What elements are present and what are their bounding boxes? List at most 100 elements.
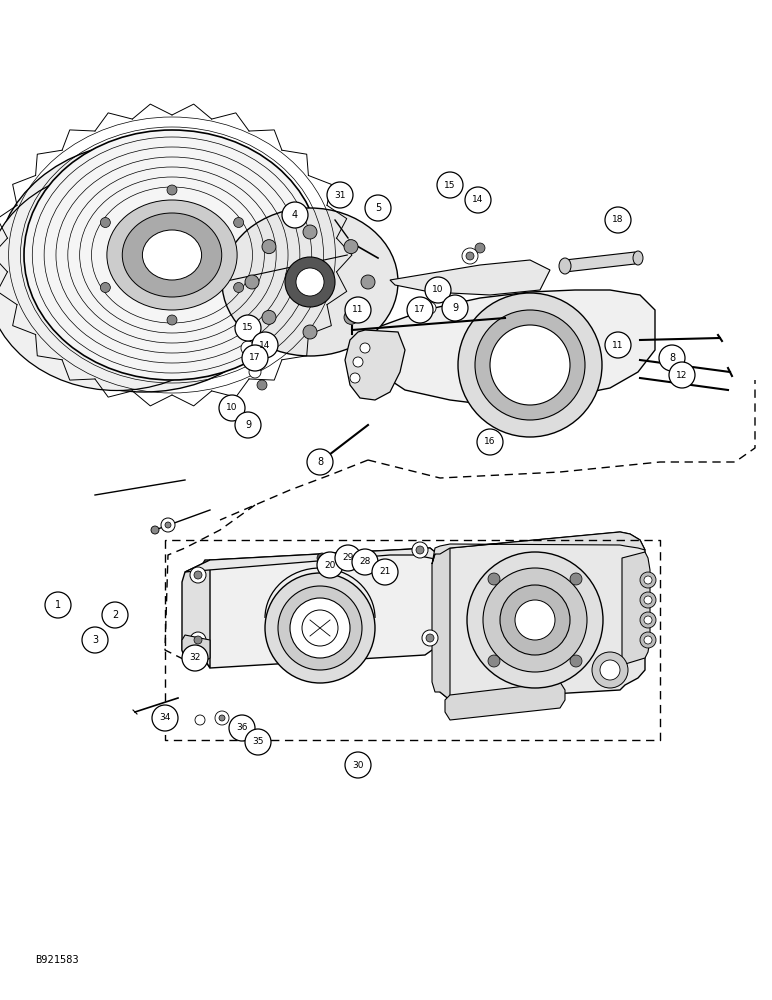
Circle shape (640, 632, 656, 648)
Ellipse shape (0, 169, 248, 390)
Circle shape (152, 705, 178, 731)
Circle shape (570, 573, 582, 585)
Circle shape (194, 571, 202, 579)
Circle shape (102, 602, 128, 628)
Circle shape (475, 310, 585, 420)
Circle shape (219, 395, 245, 421)
Circle shape (415, 313, 425, 323)
Ellipse shape (142, 230, 201, 280)
Circle shape (330, 553, 340, 563)
Circle shape (669, 362, 695, 388)
Circle shape (167, 315, 177, 325)
Ellipse shape (107, 200, 237, 310)
Circle shape (467, 552, 603, 688)
Circle shape (296, 268, 324, 296)
Polygon shape (390, 260, 550, 295)
Circle shape (365, 195, 391, 221)
Circle shape (234, 218, 244, 228)
Circle shape (605, 207, 631, 233)
Circle shape (245, 275, 259, 289)
Ellipse shape (24, 130, 320, 380)
Circle shape (570, 655, 582, 667)
Circle shape (335, 545, 361, 571)
Circle shape (357, 553, 367, 563)
Circle shape (488, 573, 500, 585)
Circle shape (282, 202, 308, 228)
Circle shape (344, 310, 358, 324)
Circle shape (465, 187, 491, 213)
Polygon shape (365, 290, 655, 405)
Polygon shape (622, 552, 650, 665)
Polygon shape (185, 548, 440, 572)
Circle shape (426, 634, 434, 642)
Circle shape (302, 610, 338, 646)
Text: 15: 15 (444, 180, 455, 190)
Circle shape (644, 616, 652, 624)
Circle shape (644, 596, 652, 604)
Circle shape (466, 252, 474, 260)
Circle shape (303, 325, 317, 339)
Circle shape (190, 567, 206, 583)
Circle shape (257, 380, 267, 390)
Text: 20: 20 (324, 560, 336, 570)
Polygon shape (445, 682, 565, 720)
Circle shape (343, 553, 353, 563)
Text: 14: 14 (259, 340, 271, 350)
Circle shape (195, 715, 205, 725)
Polygon shape (0, 240, 24, 270)
Circle shape (100, 218, 110, 228)
Circle shape (361, 275, 375, 289)
Circle shape (515, 600, 555, 640)
Polygon shape (432, 532, 645, 564)
Circle shape (235, 412, 261, 438)
Circle shape (219, 715, 225, 721)
Circle shape (290, 598, 350, 658)
Circle shape (353, 357, 363, 367)
Circle shape (303, 225, 317, 239)
Polygon shape (345, 330, 405, 400)
Text: B921583: B921583 (35, 955, 79, 965)
Circle shape (262, 310, 276, 324)
Text: 29: 29 (342, 554, 354, 562)
Text: 30: 30 (352, 760, 364, 770)
Circle shape (605, 332, 631, 358)
Ellipse shape (559, 258, 571, 274)
Polygon shape (200, 548, 440, 668)
Circle shape (215, 711, 229, 725)
Circle shape (82, 627, 108, 653)
Circle shape (640, 612, 656, 628)
Text: 10: 10 (226, 403, 238, 412)
Polygon shape (182, 560, 210, 668)
Circle shape (350, 373, 360, 383)
Circle shape (422, 630, 438, 646)
Circle shape (252, 332, 278, 358)
Circle shape (229, 715, 255, 741)
Text: 17: 17 (249, 354, 261, 362)
Ellipse shape (633, 251, 643, 265)
Ellipse shape (222, 208, 398, 356)
Text: 34: 34 (159, 714, 171, 722)
Circle shape (234, 282, 244, 292)
Circle shape (490, 325, 570, 405)
Text: 4: 4 (292, 210, 298, 220)
Circle shape (659, 345, 685, 371)
Text: 28: 28 (359, 558, 371, 566)
Text: 12: 12 (676, 370, 688, 379)
Circle shape (161, 518, 175, 532)
Circle shape (265, 573, 375, 683)
Circle shape (45, 592, 71, 618)
Circle shape (640, 592, 656, 608)
Circle shape (307, 449, 333, 475)
Circle shape (407, 297, 433, 323)
Circle shape (592, 652, 628, 688)
Circle shape (243, 355, 253, 365)
Circle shape (462, 248, 478, 264)
Circle shape (317, 552, 343, 578)
Circle shape (425, 277, 451, 303)
Text: 9: 9 (245, 420, 251, 430)
Circle shape (600, 660, 620, 680)
Circle shape (345, 752, 371, 778)
Circle shape (477, 429, 503, 455)
Circle shape (360, 343, 370, 353)
Text: 32: 32 (189, 654, 201, 662)
